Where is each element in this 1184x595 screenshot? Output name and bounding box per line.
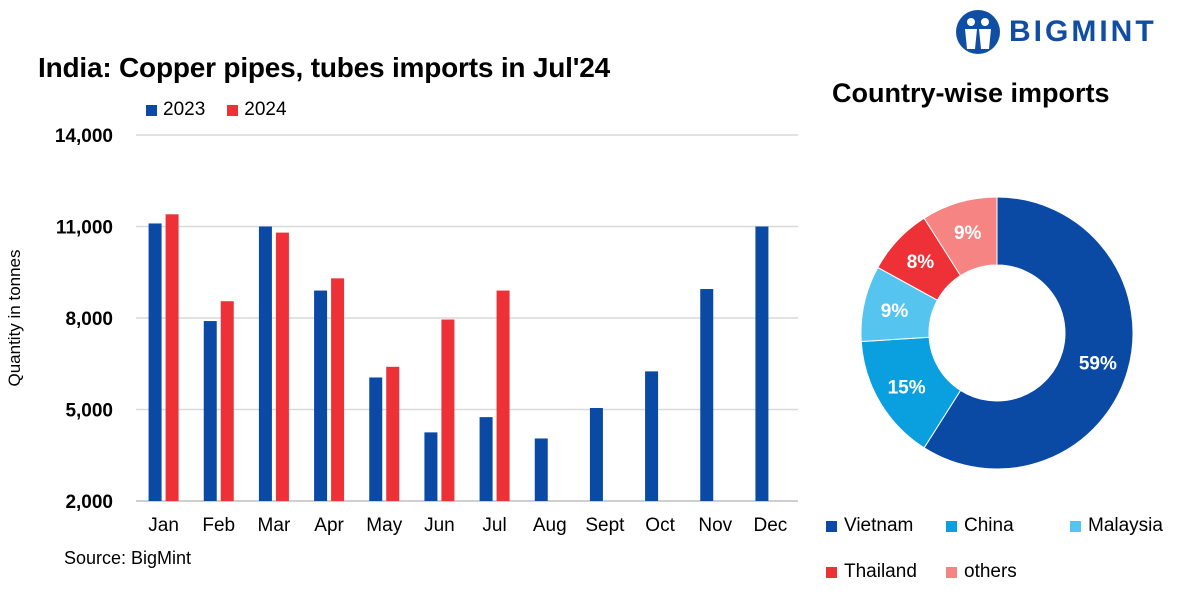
bar-2024-apr: [331, 278, 345, 501]
source-note: Source: BigMint: [64, 548, 192, 568]
x-tick-label: Sept: [585, 515, 625, 536]
bar-legend: 2023 2024: [146, 99, 287, 121]
legend-item-2023: 2023: [146, 99, 205, 121]
legend-label-2024: 2024: [244, 99, 287, 120]
brand-logo: BIGMINT: [955, 9, 1157, 55]
bar-2023-oct: [645, 371, 659, 501]
bar-2024-feb: [220, 301, 234, 501]
pie-legend: Vietnam China Malaysia Thailand others: [826, 503, 1176, 595]
pie-legend-item-china: China: [946, 503, 1070, 549]
bar-2024-may: [386, 366, 400, 501]
y-tick-label: 14,000: [55, 126, 113, 147]
slice-vietnam: [923, 196, 1134, 470]
x-tick-label: Dec: [754, 515, 788, 536]
pie-legend-item-malaysia: Malaysia: [1070, 503, 1163, 549]
pie-legend-item-others: others: [946, 549, 1017, 595]
bar-2023-sept: [589, 407, 603, 501]
bar-2023-dec: [755, 226, 769, 501]
legend-item-2024: 2024: [227, 99, 287, 121]
pie-legend-item-vietnam: Vietnam: [826, 503, 946, 549]
slice-label-malaysia: 9%: [881, 301, 909, 322]
pie-legend-label-others: others: [964, 561, 1017, 582]
pie-legend-swatch-china: [946, 520, 957, 532]
x-tick-label: Mar: [258, 515, 291, 536]
y-tick-label: 5,000: [65, 401, 113, 422]
x-tick-label: Feb: [202, 515, 235, 536]
bar-chart-title: India: Copper pipes, tubes imports in Ju…: [38, 52, 610, 83]
legend-label-2023: 2023: [163, 99, 206, 120]
pie-legend-label-thailand: Thailand: [844, 561, 917, 582]
pie-chart-title: Country-wise imports: [832, 78, 1110, 108]
x-tick-label: Nov: [698, 515, 732, 536]
pie-legend-row-1: Vietnam China Malaysia: [826, 503, 1176, 549]
y-tick-label: 11,000: [56, 218, 113, 239]
brand-name: BIGMINT: [1009, 15, 1157, 48]
pie-legend-swatch-others: [946, 566, 957, 578]
slice-label-china: 15%: [888, 377, 926, 398]
legend-swatch-2024: [227, 104, 239, 116]
pie-legend-swatch-malaysia: [1070, 520, 1081, 532]
bar-2024-jul: [496, 290, 510, 501]
slice-others: [923, 196, 998, 277]
slice-label-others: 9%: [954, 223, 982, 244]
bar-2024-mar: [275, 232, 289, 501]
slice-malaysia: [860, 266, 939, 343]
y-tick-label: 2,000: [65, 492, 113, 513]
bar-2023-aug: [534, 438, 548, 501]
bar-2023-may: [369, 377, 383, 501]
slice-china: [860, 336, 962, 449]
pie-legend-label-vietnam: Vietnam: [844, 515, 914, 536]
bar-chart: 2,000 5,000 8,000 11,000 14,000 Jan Feb Mar Apr M…: [55, 126, 798, 536]
bar-2023-jul: [479, 417, 493, 501]
pie-legend-row-2: Thailand others: [826, 549, 1176, 595]
bar-2024-jan: [165, 214, 179, 502]
pie-legend-item-thailand: Thailand: [826, 549, 946, 595]
x-tick-label: Aug: [533, 515, 567, 536]
slice-label-thailand: 8%: [907, 252, 935, 273]
bar-2023-mar: [258, 226, 272, 501]
x-tick-label: Jul: [482, 515, 506, 536]
pie-legend-swatch-thailand: [826, 566, 837, 578]
bar-2023-apr: [314, 290, 328, 501]
bar-2023-jan: [148, 223, 162, 501]
x-tick-label: Jan: [148, 515, 179, 536]
legend-swatch-2023: [146, 104, 157, 116]
bar-2023-nov: [700, 289, 714, 501]
slice-thailand: [877, 217, 962, 301]
x-tick-label: Apr: [314, 515, 344, 536]
slice-label-vietnam: 59%: [1079, 353, 1117, 374]
bar-2023-feb: [203, 321, 217, 501]
pie-legend-label-malaysia: Malaysia: [1088, 515, 1163, 536]
bar-2024-jun: [441, 319, 455, 501]
bar-2023-jun: [424, 432, 438, 501]
people-icon: [956, 10, 1000, 54]
y-tick-label: 8,000: [65, 309, 113, 330]
x-tick-label: Oct: [645, 515, 675, 536]
pie-legend-label-china: China: [964, 515, 1014, 536]
pie-legend-swatch-vietnam: [826, 520, 837, 532]
x-tick-label: May: [366, 515, 402, 536]
x-tick-label: Jun: [424, 515, 455, 536]
